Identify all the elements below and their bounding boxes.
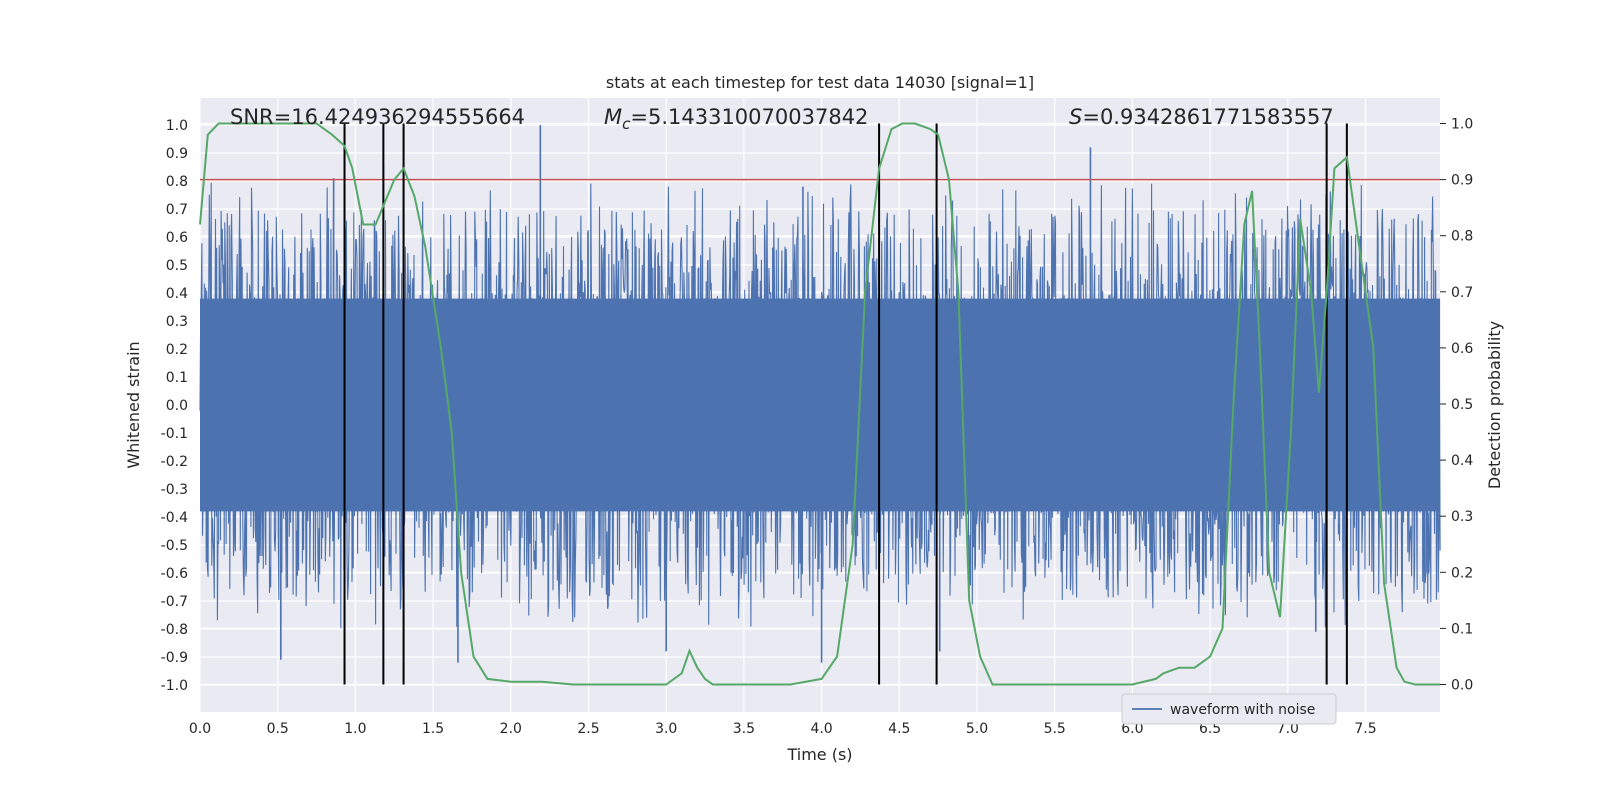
y-tick-label-left: -0.9	[161, 650, 188, 666]
y-tick-label-left: 0.1	[166, 370, 188, 386]
waveform-core	[200, 298, 1441, 512]
y-tick-label-left: 0.4	[166, 286, 188, 302]
y-tick-label-left: -0.1	[161, 426, 188, 442]
y-tick-label-right: 0.5	[1451, 397, 1473, 413]
y-tick-label-left: 0.9	[166, 146, 188, 162]
y-tick-label-right: 1.0	[1451, 117, 1473, 133]
x-tick-label: 2.5	[577, 721, 599, 737]
s-value: =0.9342861771583557	[1082, 105, 1333, 129]
x-tick-label: 0.0	[189, 721, 211, 737]
y-tick-label-right: 0.8	[1451, 229, 1473, 245]
y-tick-label-left: -1.0	[161, 678, 188, 694]
legend-label: waveform with noise	[1170, 702, 1315, 718]
y-axis-label-right: Detection probability	[1485, 321, 1504, 489]
x-tick-label: 3.0	[655, 721, 677, 737]
y-tick-label-right: 0.4	[1451, 453, 1473, 469]
y-tick-label-left: 0.8	[166, 174, 188, 190]
y-tick-label-right: 0.9	[1451, 173, 1473, 189]
y-tick-label-right: 0.7	[1451, 285, 1473, 301]
y-tick-label-left: -0.7	[161, 594, 188, 610]
y-tick-label-left: -0.3	[161, 482, 188, 498]
y-tick-label-left: 0.6	[166, 230, 188, 246]
x-tick-label: 2.0	[500, 721, 522, 737]
y-tick-label-right: 0.1	[1451, 621, 1473, 637]
x-tick-label: 1.5	[422, 721, 444, 737]
s-annotation: S=0.9342861771583557	[1069, 105, 1334, 129]
x-tick-label: 1.0	[344, 721, 366, 737]
event-lines	[343, 123, 1348, 685]
mc-symbol: M	[604, 105, 622, 129]
x-tick-label: 3.5	[733, 721, 755, 737]
y-axis-label-left: Whitened strain	[124, 341, 143, 468]
x-tick-label: 5.0	[966, 721, 988, 737]
y-tick-label-right: 0.2	[1451, 565, 1473, 581]
y-tick-label-left: 0.5	[166, 258, 188, 274]
x-tick-label: 7.5	[1354, 721, 1376, 737]
y-tick-label-right: 0.0	[1451, 678, 1473, 694]
y-tick-label-left: -0.6	[161, 566, 188, 582]
x-tick-label: 7.0	[1277, 721, 1299, 737]
tick-labels: 0.0 0.5 1.0 1.5 2.0 2.5 3.0 3.5 4.0 4.5 5.0 5.5 6.0 6…	[161, 117, 1474, 738]
s-symbol: S	[1069, 105, 1082, 129]
x-tick-label: 0.5	[267, 721, 289, 737]
y-tick-label-left: 0.3	[166, 314, 188, 330]
x-tick-label: 6.0	[1121, 721, 1143, 737]
mc-annotation: Mc=5.143310070037842	[604, 105, 868, 133]
y-tick-label-left: -0.8	[161, 622, 188, 638]
x-tick-label: 6.5	[1199, 721, 1221, 737]
x-tick-label: 5.5	[1044, 721, 1066, 737]
x-tick-label: 4.5	[888, 721, 910, 737]
x-axis-label: Time (s)	[786, 745, 852, 764]
y-tick-label-left: 0.2	[166, 342, 188, 358]
chart-title: stats at each timestep for test data 140…	[606, 73, 1034, 92]
y-tick-label-left: -0.4	[161, 510, 188, 526]
y-tick-label-left: -0.2	[161, 454, 188, 470]
probability-line	[199, 122, 1441, 686]
legend: waveform with noise	[1121, 693, 1337, 725]
y-tick-label-left: -0.5	[161, 538, 188, 554]
snr-annotation: SNR=16.424936294555664	[230, 105, 525, 129]
x-tick-label: 4.0	[810, 721, 832, 737]
y-tick-label-left: 0.7	[166, 202, 188, 218]
probability-series	[199, 122, 1441, 686]
y-tick-label-right: 0.3	[1451, 509, 1473, 525]
y-tick-label-right: 0.6	[1451, 341, 1473, 357]
mc-subscript: c	[622, 115, 631, 133]
legend-box	[1121, 693, 1337, 725]
y-tick-label-left: 0.0	[166, 398, 188, 414]
y-tick-label-left: 1.0	[166, 118, 188, 134]
mc-value: =5.143310070037842	[630, 105, 868, 129]
